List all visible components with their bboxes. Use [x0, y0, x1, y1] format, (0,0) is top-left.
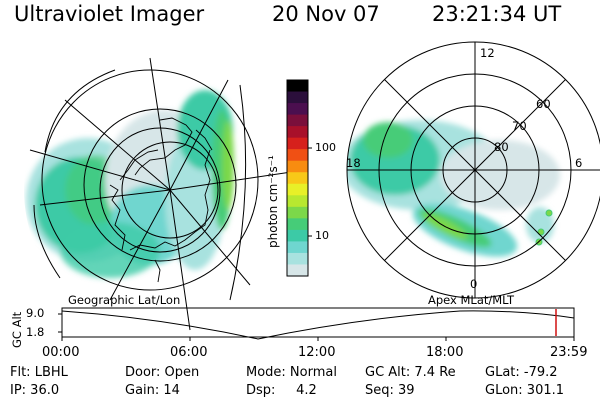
- colorbar: [286, 79, 312, 277]
- colorbar-segment: [287, 206, 308, 219]
- colorbar-frame: [286, 79, 309, 277]
- colorbar-segment: [287, 160, 308, 173]
- timeline-y-tick-low: 1.8: [26, 325, 45, 339]
- colorbar-segment: [287, 80, 308, 93]
- timeline-x-tick-1800: 18:00: [426, 345, 464, 360]
- timeline-y-tick-high: 9.0: [26, 306, 45, 320]
- door-info: Door: Open: [125, 365, 200, 380]
- seq-info: Seq: 39: [365, 383, 415, 398]
- colorbar-segment: [287, 137, 308, 150]
- gc-alt-info: GC Alt: 7.4 Re: [365, 365, 456, 380]
- colorbar-segment: [287, 218, 308, 231]
- time-label: 23:21:34 UT: [432, 2, 562, 26]
- altitude-timeline: [58, 307, 575, 341]
- colorbar-segment: [287, 264, 308, 277]
- glon-info: GLon: 301.1: [485, 383, 565, 398]
- glat-info: GLat: -79.2: [485, 365, 558, 380]
- left-map-caption: Geographic Lat/Lon: [68, 293, 181, 307]
- colorbar-tick-100: 100: [315, 141, 336, 154]
- timeline-x-tick-1200: 12:00: [298, 345, 336, 360]
- mlt-label-18: 18: [346, 156, 361, 170]
- mlt-label-0: 0: [470, 277, 478, 291]
- timeline-y-label: GC Alt: [10, 311, 24, 348]
- gain-info: Gain: 14: [125, 383, 180, 398]
- mlat-label-80: 80: [494, 140, 509, 154]
- colorbar-tick-10: 10: [315, 229, 329, 242]
- mlt-label-12: 12: [480, 46, 495, 60]
- polar-map: [346, 41, 600, 299]
- colorbar-segment: [287, 103, 308, 116]
- timeline-x-tick-2359: 23:59: [550, 345, 588, 360]
- colorbar-segment: [287, 195, 308, 208]
- instrument-title: Ultraviolet Imager: [14, 2, 205, 26]
- colorbar-segment: [287, 126, 308, 139]
- timeline-x-tick-0000: 00:00: [42, 345, 80, 360]
- right-map-caption: Apex MLat/MLT: [428, 293, 515, 307]
- ip-info: IP: 36.0: [10, 383, 60, 398]
- colorbar-segment: [287, 149, 308, 162]
- colorbar-units-label: photon cm⁻²s⁻¹: [266, 155, 280, 248]
- mlat-label-60: 60: [536, 97, 551, 111]
- mode-info: Mode: Normal: [246, 365, 337, 380]
- dsp-info: Dsp: 4.2: [246, 383, 317, 398]
- mlat-label-70: 70: [512, 119, 527, 133]
- geographic-map: [26, 57, 306, 331]
- colorbar-segment: [287, 91, 308, 104]
- filter-info: Flt: LBHL: [10, 365, 68, 380]
- colorbar-segment: [287, 172, 308, 185]
- colorbar-segment: [287, 114, 308, 127]
- date-label: 20 Nov 07: [272, 2, 380, 26]
- timeline-x-tick-0600: 06:00: [170, 345, 208, 360]
- mlt-label-6: 6: [575, 156, 583, 170]
- colorbar-segment: [287, 183, 308, 196]
- colorbar-segment: [287, 241, 308, 254]
- colorbar-segment: [287, 252, 308, 266]
- colorbar-segment: [287, 229, 308, 243]
